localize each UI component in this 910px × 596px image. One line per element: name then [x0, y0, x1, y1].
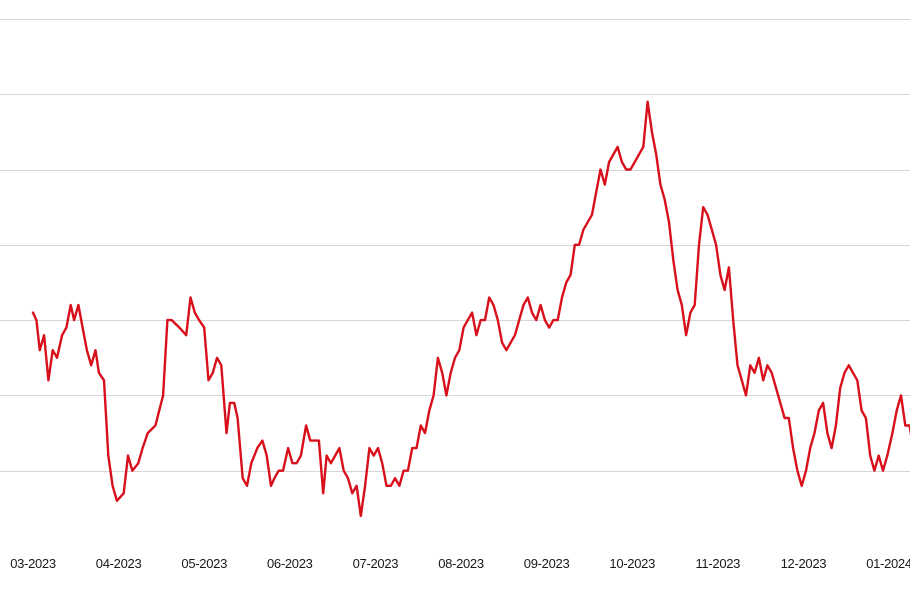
x-tick-label-9: 12-2023 [781, 556, 827, 571]
series-group [31, 100, 910, 518]
x-tick-label-8: 11-2023 [695, 556, 740, 571]
x-tick-label-4: 07-2023 [353, 556, 399, 571]
x-tick-label-1: 04-2023 [96, 556, 142, 571]
x-tick-label-5: 08-2023 [438, 556, 484, 571]
x-tick-label-6: 09-2023 [524, 556, 570, 571]
x-axis-tick-labels: 03-2023 04-2023 05-2023 06-2023 07-2023 08-20… [10, 556, 910, 571]
x-tick-label-10: 01-2024 [866, 556, 910, 571]
series-line-0 [31, 100, 910, 518]
x-tick-label-0: 03-2023 [10, 556, 56, 571]
x-tick-label-7: 10-2023 [609, 556, 655, 571]
gridlines [0, 19, 910, 472]
x-tick-label-2: 05-2023 [181, 556, 227, 571]
x-tick-label-3: 06-2023 [267, 556, 313, 571]
